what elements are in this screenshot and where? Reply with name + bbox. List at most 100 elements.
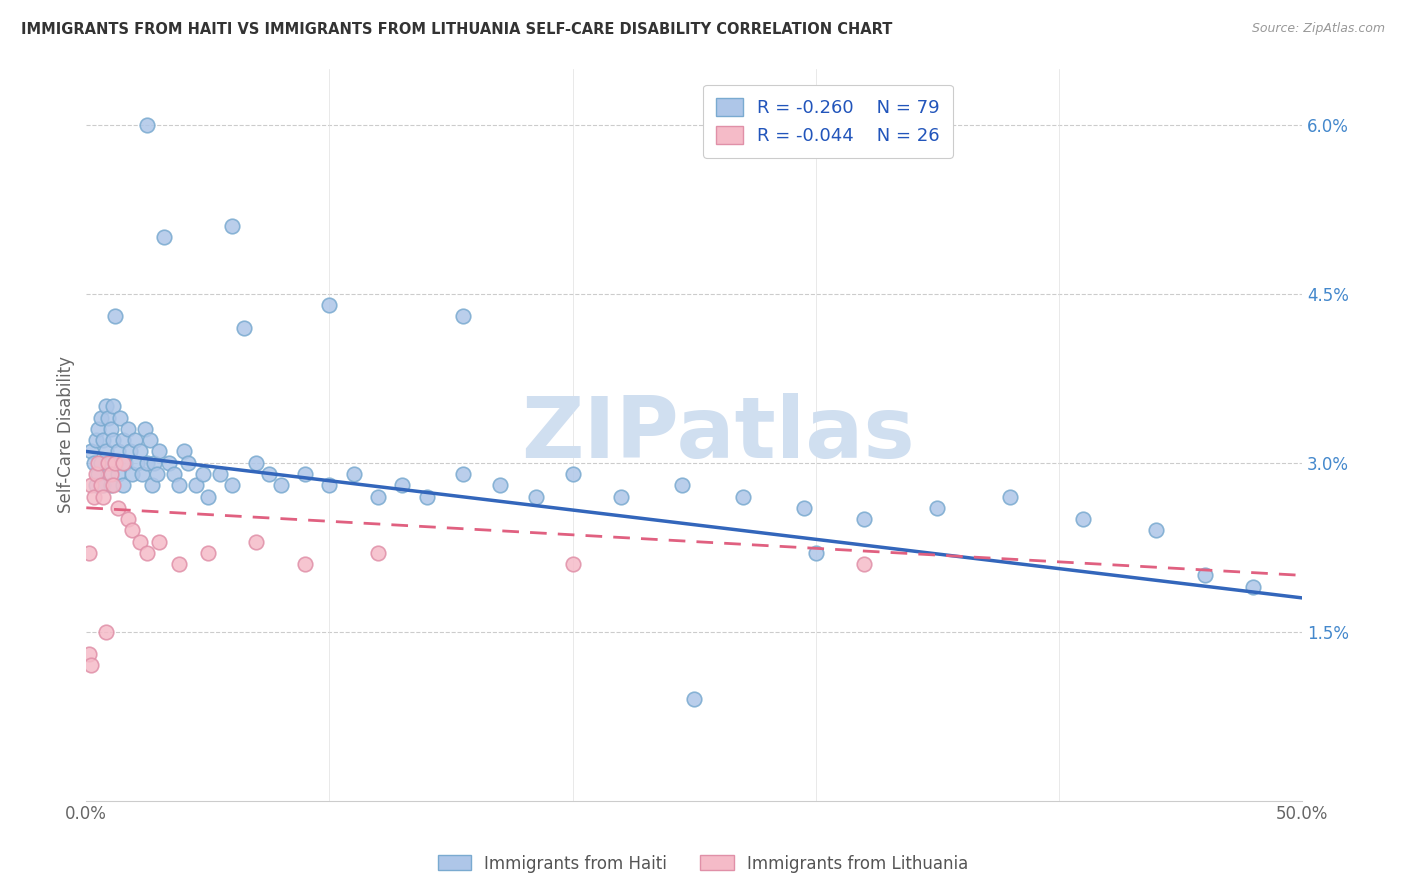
Point	[87, 456, 110, 470]
Point	[117, 422, 139, 436]
Point	[197, 490, 219, 504]
Legend: Immigrants from Haiti, Immigrants from Lithuania: Immigrants from Haiti, Immigrants from L…	[430, 848, 976, 880]
Point	[294, 467, 316, 481]
Point	[683, 692, 706, 706]
Point	[77, 546, 100, 560]
Point	[1241, 580, 1264, 594]
Point	[318, 478, 340, 492]
Point	[233, 320, 256, 334]
Point	[998, 490, 1021, 504]
Point	[80, 478, 103, 492]
Point	[124, 433, 146, 447]
Point	[107, 444, 129, 458]
Point	[91, 490, 114, 504]
Point	[90, 478, 112, 492]
Point	[146, 467, 169, 481]
Point	[117, 512, 139, 526]
Point	[84, 433, 107, 447]
Point	[561, 467, 583, 481]
Point	[111, 433, 134, 447]
Point	[927, 500, 949, 515]
Point	[270, 478, 292, 492]
Text: ZIPatlas: ZIPatlas	[522, 393, 915, 476]
Point	[167, 478, 190, 492]
Y-axis label: Self-Care Disability: Self-Care Disability	[58, 356, 75, 513]
Point	[97, 410, 120, 425]
Point	[97, 456, 120, 470]
Point	[561, 557, 583, 571]
Point	[524, 490, 547, 504]
Point	[100, 467, 122, 481]
Point	[87, 422, 110, 436]
Point	[128, 534, 150, 549]
Point	[104, 310, 127, 324]
Point	[134, 422, 156, 436]
Point	[391, 478, 413, 492]
Point	[184, 478, 207, 492]
Point	[318, 298, 340, 312]
Point	[94, 400, 117, 414]
Point	[138, 433, 160, 447]
Point	[853, 557, 876, 571]
Point	[100, 478, 122, 492]
Point	[77, 647, 100, 661]
Point	[91, 478, 114, 492]
Point	[148, 444, 170, 458]
Point	[163, 467, 186, 481]
Text: IMMIGRANTS FROM HAITI VS IMMIGRANTS FROM LITHUANIA SELF-CARE DISABILITY CORRELAT: IMMIGRANTS FROM HAITI VS IMMIGRANTS FROM…	[21, 22, 893, 37]
Point	[1071, 512, 1094, 526]
Point	[143, 456, 166, 470]
Point	[488, 478, 510, 492]
Point	[148, 534, 170, 549]
Point	[136, 456, 159, 470]
Point	[101, 433, 124, 447]
Point	[1194, 568, 1216, 582]
Point	[131, 467, 153, 481]
Point	[100, 422, 122, 436]
Point	[208, 467, 231, 481]
Point	[111, 456, 134, 470]
Point	[100, 456, 122, 470]
Point	[257, 467, 280, 481]
Point	[110, 410, 132, 425]
Point	[191, 467, 214, 481]
Point	[731, 490, 754, 504]
Point	[83, 490, 105, 504]
Point	[101, 478, 124, 492]
Point	[94, 624, 117, 639]
Point	[153, 230, 176, 244]
Point	[107, 467, 129, 481]
Point	[343, 467, 366, 481]
Point	[221, 219, 243, 234]
Point	[610, 490, 633, 504]
Point	[197, 546, 219, 560]
Point	[107, 500, 129, 515]
Point	[136, 546, 159, 560]
Point	[167, 557, 190, 571]
Point	[90, 456, 112, 470]
Point	[101, 400, 124, 414]
Point	[804, 546, 827, 560]
Point	[1144, 524, 1167, 538]
Point	[104, 456, 127, 470]
Point	[84, 467, 107, 481]
Point	[83, 456, 105, 470]
Point	[367, 546, 389, 560]
Point	[177, 456, 200, 470]
Point	[451, 467, 474, 481]
Point	[80, 658, 103, 673]
Point	[127, 456, 149, 470]
Point	[104, 456, 127, 470]
Legend: R = -0.260    N = 79, R = -0.044    N = 26: R = -0.260 N = 79, R = -0.044 N = 26	[703, 85, 952, 158]
Point	[128, 444, 150, 458]
Point	[141, 478, 163, 492]
Point	[451, 310, 474, 324]
Point	[671, 478, 693, 492]
Point	[245, 456, 267, 470]
Point	[80, 444, 103, 458]
Point	[114, 456, 136, 470]
Point	[84, 478, 107, 492]
Text: Source: ZipAtlas.com: Source: ZipAtlas.com	[1251, 22, 1385, 36]
Point	[415, 490, 437, 504]
Point	[90, 410, 112, 425]
